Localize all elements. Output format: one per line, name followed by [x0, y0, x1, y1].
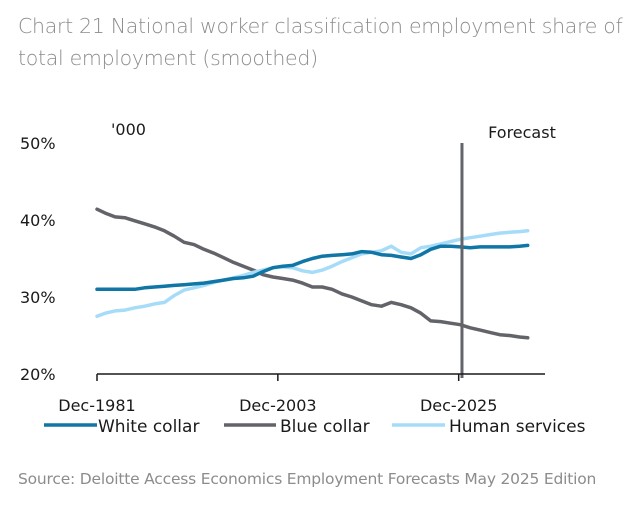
x-tick-label: Dec-2003 [239, 396, 316, 415]
series-line-white-collar [95, 243, 530, 292]
chart-title: Chart 21 National worker classification … [18, 14, 623, 70]
y-tick-label: 40% [20, 211, 56, 230]
source-note: Source: Deloitte Access Economics Employ… [18, 470, 597, 488]
forecast-label: Forecast [488, 123, 556, 142]
legend-label: White collar [98, 417, 199, 437]
y-tick-label: 30% [20, 288, 56, 307]
unit-label: '000 [111, 120, 146, 139]
series-line-human-services [95, 229, 530, 319]
y-axis-labels: 20% 30% 40% 50% [20, 134, 56, 384]
legend: White collar Blue collar Human services [44, 417, 586, 437]
y-tick-label: 20% [20, 365, 56, 384]
x-axis-ticks: Dec-1981 Dec-2003 Dec-2025 [58, 374, 497, 415]
y-tick-label: 50% [20, 134, 56, 153]
series-lines [95, 207, 530, 340]
x-tick-label: Dec-2025 [420, 396, 497, 415]
x-tick-label: Dec-1981 [58, 396, 135, 415]
series-line-blue-collar [95, 207, 530, 340]
legend-label: Blue collar [280, 417, 370, 437]
legend-label: Human services [449, 417, 586, 437]
